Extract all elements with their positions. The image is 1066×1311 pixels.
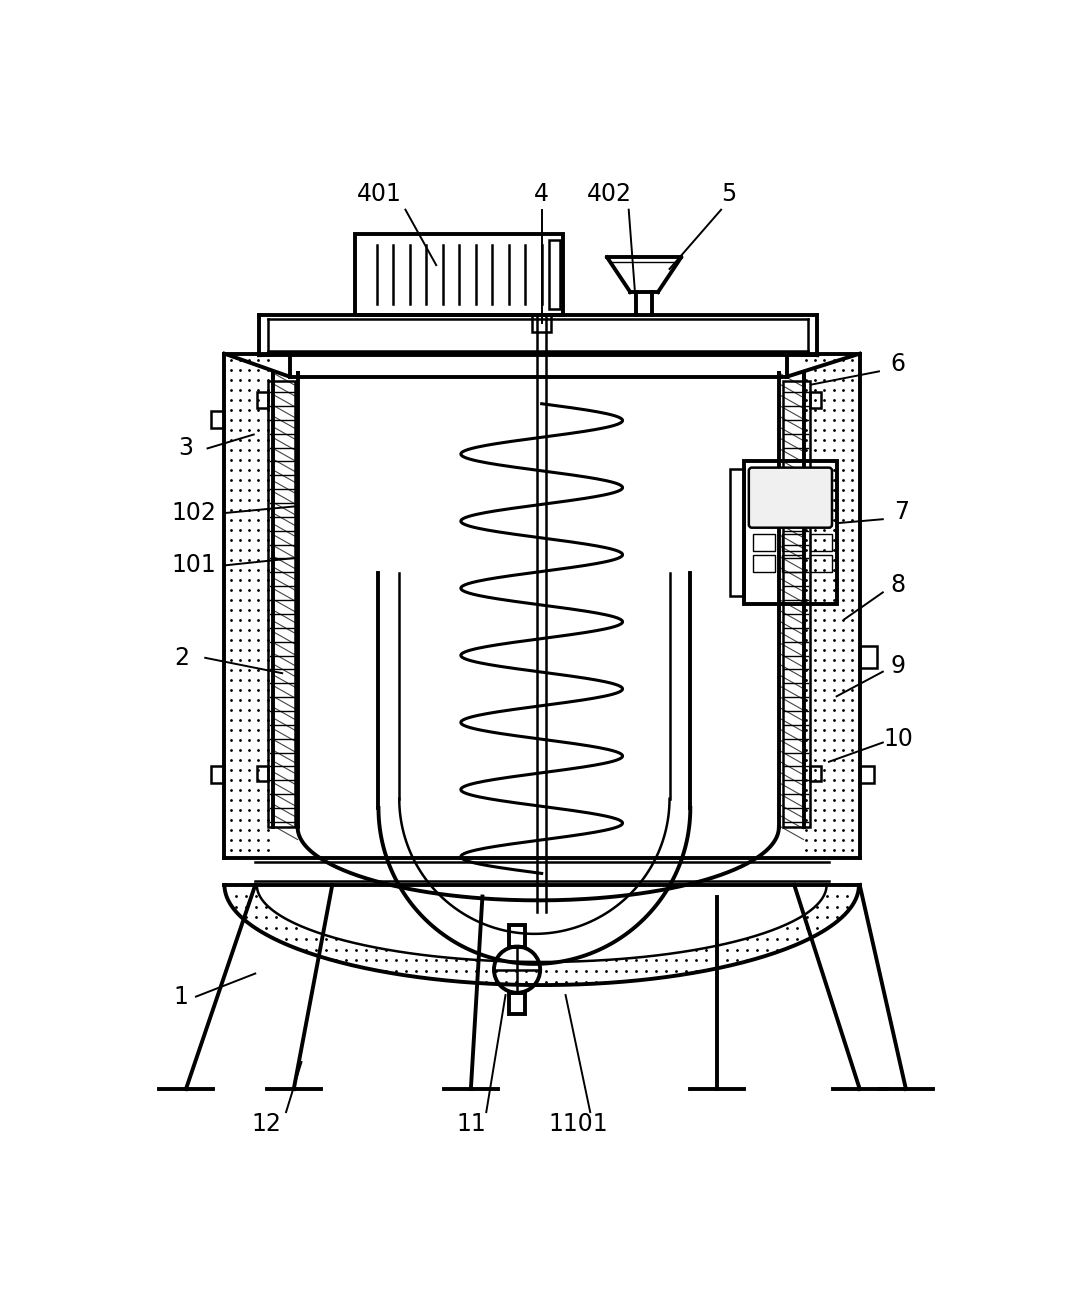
- Text: 4: 4: [534, 182, 549, 206]
- Text: 6: 6: [891, 351, 906, 376]
- Text: 401: 401: [357, 182, 402, 206]
- Text: 102: 102: [172, 501, 216, 526]
- Bar: [211, 412, 225, 429]
- Text: 12: 12: [252, 1112, 281, 1135]
- Text: 1101: 1101: [549, 1112, 609, 1135]
- Bar: [269, 380, 295, 827]
- Text: 101: 101: [172, 553, 216, 577]
- Bar: [782, 534, 804, 551]
- Text: 7: 7: [894, 499, 909, 523]
- Text: 5: 5: [722, 182, 737, 206]
- Bar: [730, 469, 744, 597]
- Bar: [810, 556, 831, 573]
- Bar: [859, 766, 873, 783]
- FancyBboxPatch shape: [748, 468, 831, 528]
- Bar: [549, 240, 561, 309]
- Bar: [257, 766, 269, 781]
- Bar: [355, 235, 563, 315]
- Bar: [810, 766, 821, 781]
- Bar: [532, 315, 551, 332]
- Bar: [810, 392, 821, 408]
- Text: 1: 1: [173, 985, 188, 1008]
- Bar: [211, 766, 225, 783]
- Bar: [510, 992, 524, 1015]
- Text: 2: 2: [175, 646, 190, 670]
- Bar: [744, 461, 837, 604]
- Text: 9: 9: [891, 653, 906, 678]
- Bar: [510, 926, 524, 947]
- Text: 8: 8: [891, 573, 906, 597]
- Bar: [859, 646, 876, 667]
- Bar: [257, 392, 269, 408]
- Bar: [782, 556, 804, 573]
- Bar: [754, 534, 775, 551]
- Bar: [782, 380, 810, 827]
- Text: 402: 402: [587, 182, 632, 206]
- Text: 10: 10: [884, 726, 914, 751]
- Text: 11: 11: [456, 1112, 486, 1135]
- Bar: [810, 534, 831, 551]
- Bar: [754, 556, 775, 573]
- Text: 3: 3: [178, 437, 193, 460]
